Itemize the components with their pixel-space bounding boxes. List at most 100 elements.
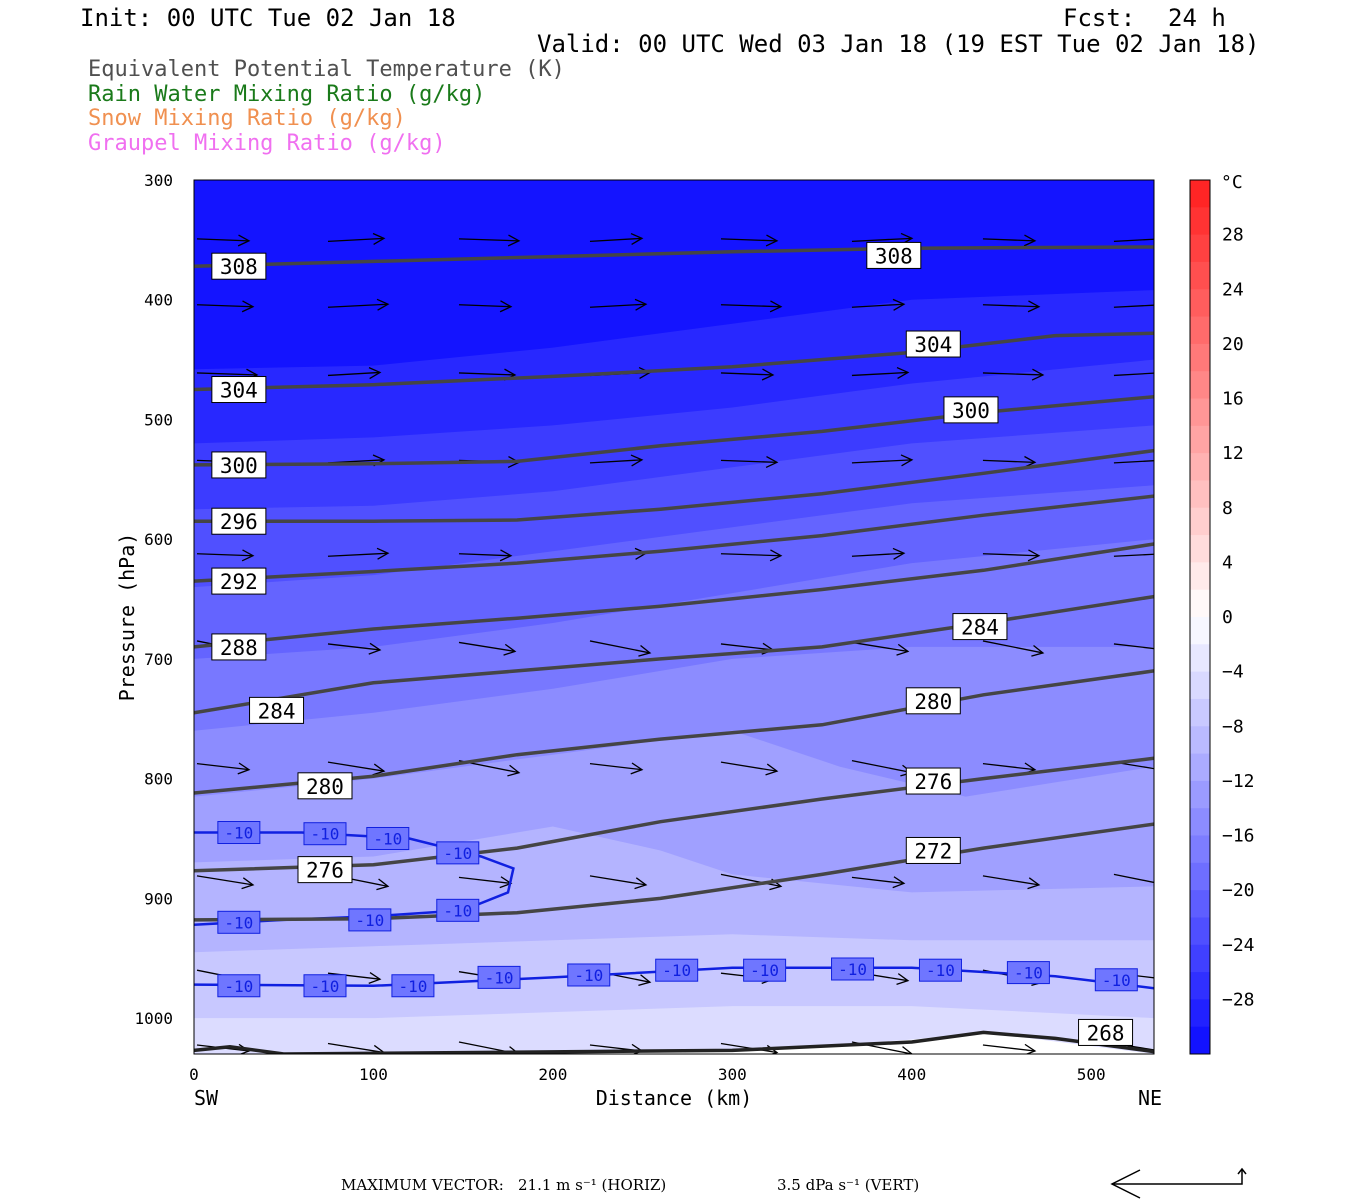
init-time: Init: 00 UTC Tue 02 Jan 18: [80, 4, 456, 32]
wind-vector: [851, 876, 905, 885]
colorbar-swatch: [1190, 890, 1210, 918]
colorbar-swatch: [1190, 698, 1210, 727]
theta-e-label-box: [905, 836, 961, 864]
wind-vector: [1113, 553, 1154, 557]
temperature-label-box: [348, 908, 392, 932]
contour-labels: -10 -10 -10 -10 -10 -10 -10 -10 -10 -10 -10 -10 -10 -…: [211, 241, 1138, 1046]
temperature-label-box: [217, 821, 261, 845]
theta-e-label-box: [211, 252, 267, 280]
x-tick-label: 500: [1077, 1065, 1106, 1084]
max-vector-vert: 3.5 dPa s⁻¹ (VERT): [777, 1176, 920, 1194]
theta-e-contour-label: 284: [961, 616, 999, 640]
wind-vector: [982, 875, 1040, 886]
theta-e-contour: [194, 331, 1154, 392]
theta-e-label-box: [905, 687, 961, 715]
temperature-contour-label: -10: [224, 824, 253, 843]
wind-vector: [982, 763, 1036, 771]
wind-vector: [196, 875, 254, 886]
wind-vector: [196, 238, 250, 242]
wind-vector: [851, 760, 913, 774]
wind-vector: [589, 875, 647, 886]
temperature-contour-label: -10: [662, 961, 691, 980]
wind-vector: [1113, 873, 1154, 884]
colorbar-swatch: [1190, 507, 1210, 536]
x-tick-label: 400: [897, 1065, 926, 1084]
wind-vector-head: [900, 454, 914, 467]
theta-e-label-box: [952, 613, 1008, 641]
wind-vector: [589, 237, 643, 243]
theta-e-label-box: [905, 330, 961, 358]
wind-vector: [851, 237, 912, 243]
colorbar-swatch: [1190, 808, 1210, 836]
colorbar-tick-label: −20: [1222, 880, 1255, 901]
wind-vector: [327, 552, 389, 557]
colorbar-swatch: [1190, 671, 1210, 700]
wind-vector: [1113, 643, 1154, 650]
colorbar-swatch: [1190, 535, 1210, 563]
temperature-label-box: [366, 826, 410, 850]
wind-vector: [1113, 238, 1154, 243]
colorbar-swatch: [1190, 453, 1210, 481]
max-vector-label: MAXIMUM VECTOR:: [341, 1176, 504, 1194]
wind-vector-head: [1155, 973, 1166, 984]
theta-e-contour: [194, 756, 1154, 873]
y-tick-label: 400: [144, 291, 173, 310]
wind-vector: [196, 553, 254, 557]
wind-vector-head: [1031, 644, 1045, 657]
wind-vector: [458, 876, 512, 885]
wind-vector-head: [241, 300, 255, 313]
legend-snow: Snow Mixing Ratio (g/kg): [88, 106, 406, 131]
wind-vector-head: [902, 1046, 913, 1054]
theta-e-label-box: [297, 772, 353, 800]
wind-vector-head: [1163, 548, 1174, 559]
y-tick-label: 500: [144, 410, 173, 429]
temperature-label-box: [918, 958, 962, 982]
theta-e-contour-label: 304: [914, 333, 952, 357]
colorbar-tick-label: 24: [1222, 279, 1244, 300]
colorbar-swatch: [1190, 617, 1210, 645]
wind-vector-head: [1159, 233, 1170, 244]
theta-e-label-box: [249, 696, 305, 724]
wind-vector-head: [237, 234, 251, 247]
wind-vector-head: [1159, 455, 1170, 466]
wind-vector: [1113, 304, 1154, 308]
wind-vector-head: [376, 298, 390, 311]
temperature-contour-label: -10: [1014, 964, 1043, 983]
temperature-label-box: [217, 910, 261, 934]
temperature-label-box: [1006, 961, 1050, 985]
colorbar-tick-label: 8: [1222, 498, 1233, 519]
theta-e-contour-label: 308: [875, 244, 913, 268]
wind-vector: [982, 553, 1039, 557]
theta-e-contour-label: 288: [220, 636, 258, 660]
forecast-hours: 24 h: [1168, 4, 1226, 32]
wind-vector-head: [896, 973, 910, 985]
wind-vector-head: [1155, 368, 1166, 379]
colorbar-swatch: [1190, 234, 1210, 263]
wind-vector: [1113, 460, 1154, 464]
theta-e-label-box: [866, 241, 922, 269]
legend-graupel: Graupel Mixing Ratio (g/kg): [88, 131, 446, 156]
colorbar-tick-label: 12: [1222, 443, 1244, 464]
theta-e-contour-label: 272: [914, 839, 952, 863]
wind-vector-head: [368, 971, 382, 984]
temperature-label-box: [303, 822, 347, 846]
wind-vector-head: [499, 300, 513, 313]
theta-e-contour: [194, 542, 1154, 649]
wind-vector: [196, 763, 250, 771]
temperature-contour-label: -10: [1102, 971, 1131, 990]
theta-e-contour-label: 268: [1087, 1021, 1125, 1045]
temperature-label-box: [477, 965, 521, 989]
y-tick-label: 600: [144, 530, 173, 549]
colorbar-tick-label: 20: [1222, 334, 1244, 355]
wind-vector-head: [372, 232, 386, 245]
wind-vector-head: [1162, 879, 1174, 890]
temperature-contour: [194, 966, 1154, 990]
temperature-contour-label: -10: [311, 977, 340, 996]
wind-vector: [851, 641, 909, 653]
legend-rain: Rain Water Mixing Ratio (g/kg): [88, 82, 486, 107]
theta-e-contour: [194, 448, 1154, 523]
wind-vector: [458, 372, 516, 376]
colorbar-swatch: [1190, 780, 1210, 809]
wind-vector-head: [892, 876, 906, 889]
wind-vector-head: [769, 300, 783, 313]
